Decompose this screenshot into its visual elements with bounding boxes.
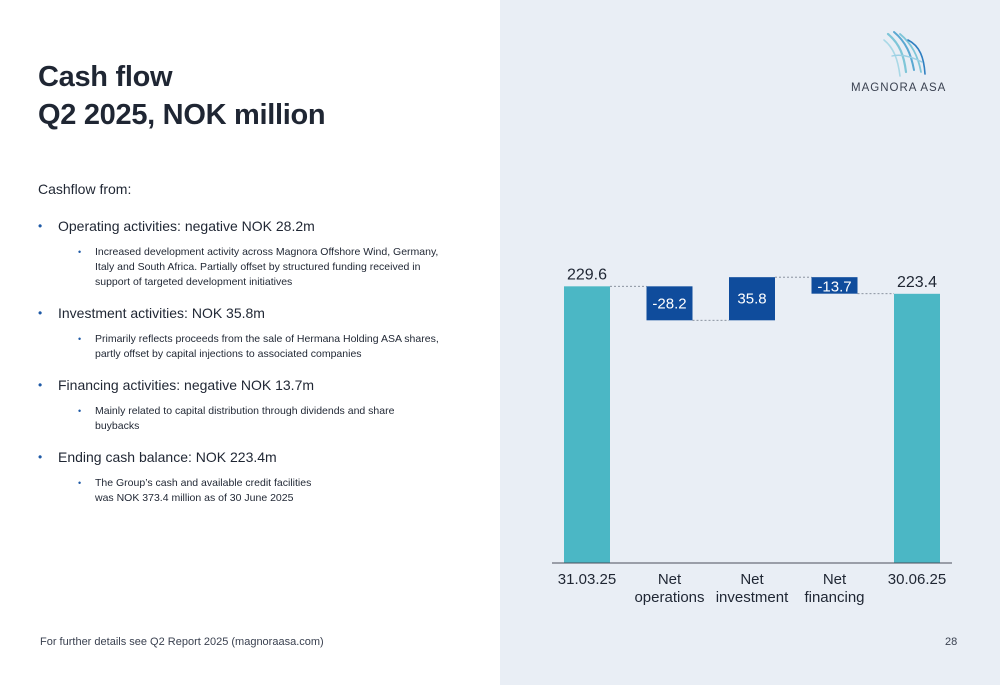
- value-label: -13.7: [817, 279, 851, 296]
- value-label: 35.8: [737, 291, 766, 308]
- bullet-dot-icon: •: [38, 378, 43, 392]
- bullet-investment: • Investment activities: NOK 35.8m • Prim…: [38, 304, 458, 362]
- bullet-head: Ending cash balance: NOK 223.4m: [58, 449, 277, 465]
- bar-31-03-25: [564, 286, 610, 563]
- bullet-financing: • Financing activities: negative NOK 13.…: [38, 376, 458, 434]
- sub-bullet-dot-icon: •: [78, 406, 82, 416]
- chart-value-labels: 229.6 -28.2 35.8 -13.7 223.4: [567, 266, 937, 312]
- category-label-line: financing: [804, 589, 864, 606]
- bar-net-financing: [811, 277, 858, 294]
- bullet-detail: • Increased development activity across M…: [78, 245, 458, 290]
- bullet-detail-text: Primarily reflects proceeds from the sal…: [95, 333, 439, 360]
- title-line-2: Q2 2025, NOK million: [38, 99, 326, 131]
- bullet-dot-icon: •: [38, 306, 43, 320]
- category-label: 30.06.25: [888, 571, 946, 588]
- logo-wordmark: MAGNORA ASA: [851, 82, 947, 94]
- bullet-detail-text: The Group’s cash and available credit fa…: [95, 477, 312, 504]
- left-panel: [0, 0, 500, 685]
- bar-30-06-25: [894, 293, 940, 563]
- bullet-detail: • Mainly related to capital distribution …: [78, 404, 458, 434]
- footer-note: For further details see Q2 Report 2025 (…: [40, 636, 324, 648]
- sub-bullet-dot-icon: •: [78, 478, 82, 488]
- page-title: Cash flow Q2 2025, NOK million: [38, 58, 326, 134]
- category-label-line: 30.06.25: [888, 571, 946, 588]
- category-label-line: operations: [634, 589, 704, 606]
- magnora-logo-icon: [883, 31, 926, 77]
- bullet-detail: • The Group’s cash and available credit f…: [78, 476, 458, 506]
- intro-text: Cashflow from:: [38, 181, 132, 197]
- category-label: 31.03.25: [558, 571, 616, 588]
- chart-bars: [564, 277, 940, 563]
- bullet-dot-icon: •: [38, 219, 43, 233]
- category-label-line: 31.03.25: [558, 571, 616, 588]
- waterfall-chart: 229.6-28.2 35.8-13.7 223.4 31.03.25 Net oper…: [552, 266, 952, 606]
- category-label: Net investment: [716, 571, 789, 606]
- value-label: 223.4: [897, 274, 937, 291]
- bullet-head: Operating activities: negative NOK 28.2m: [58, 218, 315, 234]
- sub-bullet-dot-icon: •: [78, 247, 82, 257]
- value-label: -28.2: [652, 295, 686, 312]
- bullet-head: Financing activities: negative NOK 13.7m: [58, 377, 315, 393]
- category-label-line: Net: [658, 571, 682, 588]
- category-label: Net financing: [804, 571, 864, 606]
- bullet-detail-text: Mainly related to capital distribution t…: [95, 405, 395, 432]
- value-label: 229.6: [567, 266, 607, 283]
- bullet-list: • Operating activities: negative NOK 28.…: [38, 217, 458, 520]
- category-label-line: Net: [823, 571, 847, 588]
- bullet-detail-text: Increased development activity across Ma…: [95, 246, 439, 288]
- bar-net-operations: [646, 286, 693, 321]
- bullet-detail: • Primarily reflects proceeds from the sa…: [78, 332, 458, 362]
- category-label-line: Net: [740, 571, 764, 588]
- bar-net-investment: [729, 277, 775, 321]
- bullet-operating: • Operating activities: negative NOK 28.…: [38, 217, 458, 290]
- page-number: 28: [945, 636, 958, 648]
- category-label-line: investment: [716, 589, 789, 606]
- bullet-ending-cash: • Ending cash balance: NOK 223.4m • The G…: [38, 448, 458, 506]
- title-line-1: Cash flow: [38, 61, 173, 93]
- sub-bullet-dot-icon: •: [78, 334, 82, 344]
- bullet-head: Investment activities: NOK 35.8m: [58, 305, 265, 321]
- bullet-dot-icon: •: [38, 450, 43, 464]
- category-label: Net operations: [634, 571, 704, 606]
